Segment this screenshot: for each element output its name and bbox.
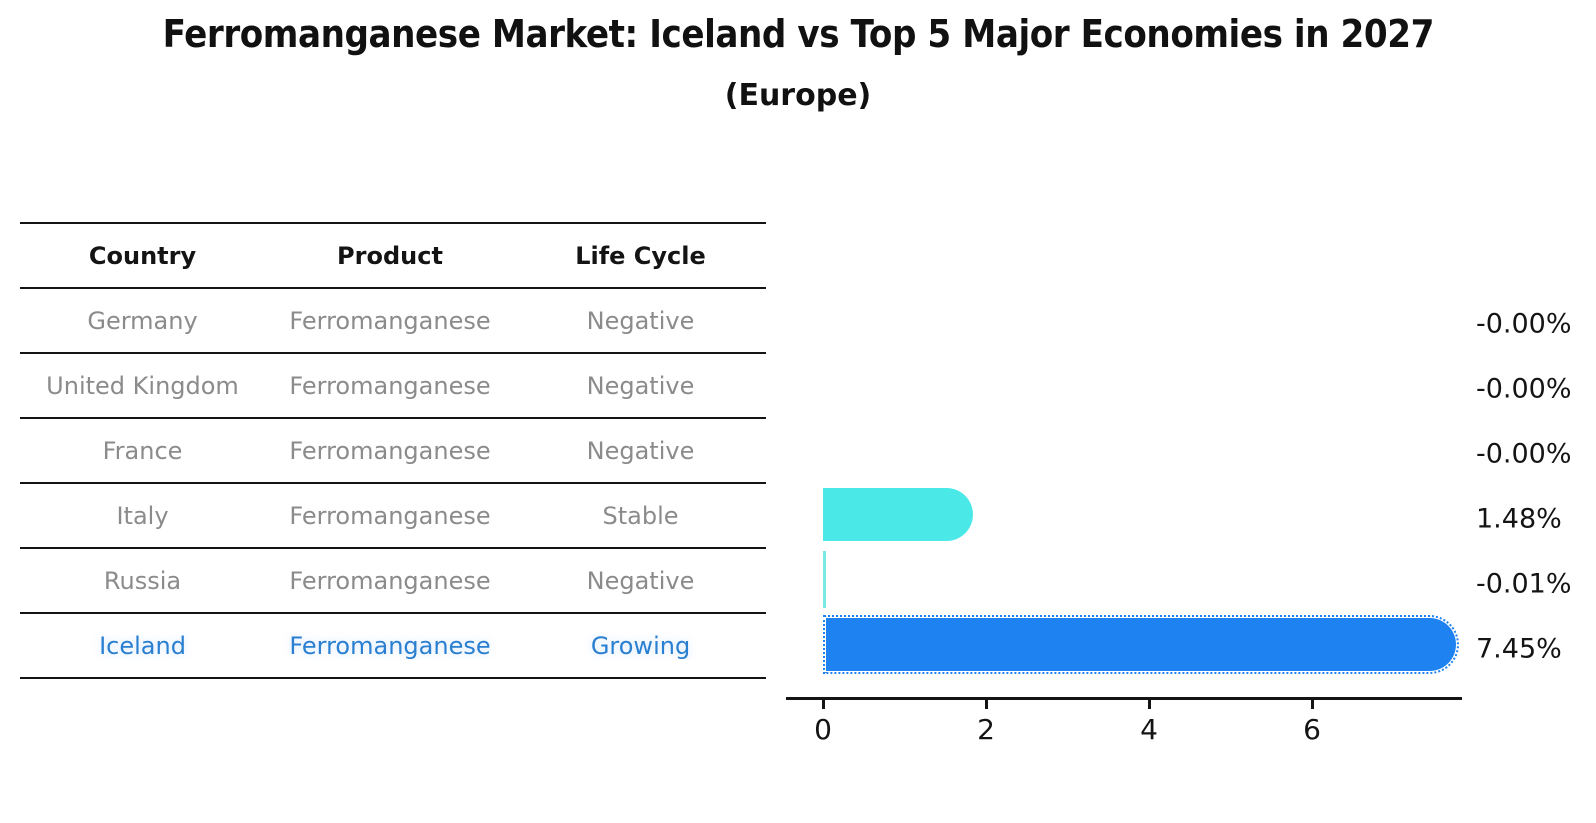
table-row-united-kingdom: United Kingdom Ferromanganese Negative (20, 354, 766, 419)
table-row-italy: Italy Ferromanganese Stable (20, 484, 766, 549)
chart-title-row: Ferromanganese Market: Iceland vs Top 5 … (0, 12, 1596, 56)
chart-title: Ferromanganese Market: Iceland vs Top 5 … (162, 12, 1434, 56)
x-tick-label-2: 2 (977, 713, 995, 746)
cell-country: France (102, 436, 183, 465)
value-label-russia: -0.01% (1476, 568, 1572, 599)
comparison-table: Country Product Life Cycle Germany Ferrom… (20, 222, 766, 679)
cell-life-cycle: Negative (586, 306, 695, 335)
cell-product: Ferromanganese (289, 631, 491, 660)
x-tick-4 (1147, 700, 1151, 709)
cell-life-cycle: Negative (586, 566, 695, 595)
x-tick-label-6: 6 (1303, 713, 1321, 746)
cell-country: Italy (116, 501, 169, 530)
x-tick-0 (821, 700, 825, 709)
column-header-product: Product (337, 241, 443, 270)
x-tick-label-0: 0 (814, 713, 832, 746)
cell-product: Ferromanganese (289, 566, 491, 595)
x-tick-label-4: 4 (1140, 713, 1158, 746)
chart-subtitle: (Europe) (724, 78, 872, 113)
table-row-germany: Germany Ferromanganese Negative (20, 289, 766, 354)
bar-iceland-fill (826, 618, 1457, 671)
cell-country: Russia (103, 566, 182, 595)
cell-life-cycle: Growing (590, 631, 691, 660)
cell-product: Ferromanganese (289, 436, 491, 465)
value-label-germany: -0.00% (1476, 308, 1572, 339)
table-header-row: Country Product Life Cycle (20, 224, 766, 289)
table-row-iceland: Iceland Ferromanganese Growing (20, 614, 766, 679)
value-label-france: -0.00% (1476, 438, 1572, 469)
bar-iceland (823, 615, 1460, 674)
value-label-iceland: 7.45% (1476, 633, 1562, 664)
cell-product: Ferromanganese (289, 371, 491, 400)
cell-life-cycle: Stable (602, 501, 679, 530)
value-label-italy: 1.48% (1476, 503, 1562, 534)
table-body: Germany Ferromanganese Negative United King… (20, 289, 766, 679)
cell-product: Ferromanganese (289, 306, 491, 335)
column-header-country: Country (88, 241, 197, 270)
chart-subtitle-row: (Europe) (0, 78, 1596, 113)
cell-country: Germany (87, 306, 198, 335)
table-row-russia: Russia Ferromanganese Negative (20, 549, 766, 614)
bar-russia (823, 551, 826, 608)
bar-italy (823, 488, 973, 541)
x-tick-6 (1310, 700, 1314, 709)
table-row-france: France Ferromanganese Negative (20, 419, 766, 484)
cell-life-cycle: Negative (586, 371, 695, 400)
cell-country: United Kingdom (46, 371, 239, 400)
column-header-life-cycle: Life Cycle (575, 241, 706, 270)
x-axis (786, 697, 1462, 700)
cell-product: Ferromanganese (289, 501, 491, 530)
cell-country: Iceland (99, 631, 186, 660)
cell-life-cycle: Negative (586, 436, 695, 465)
x-tick-2 (984, 700, 988, 709)
value-label-united-kingdom: -0.00% (1476, 373, 1572, 404)
